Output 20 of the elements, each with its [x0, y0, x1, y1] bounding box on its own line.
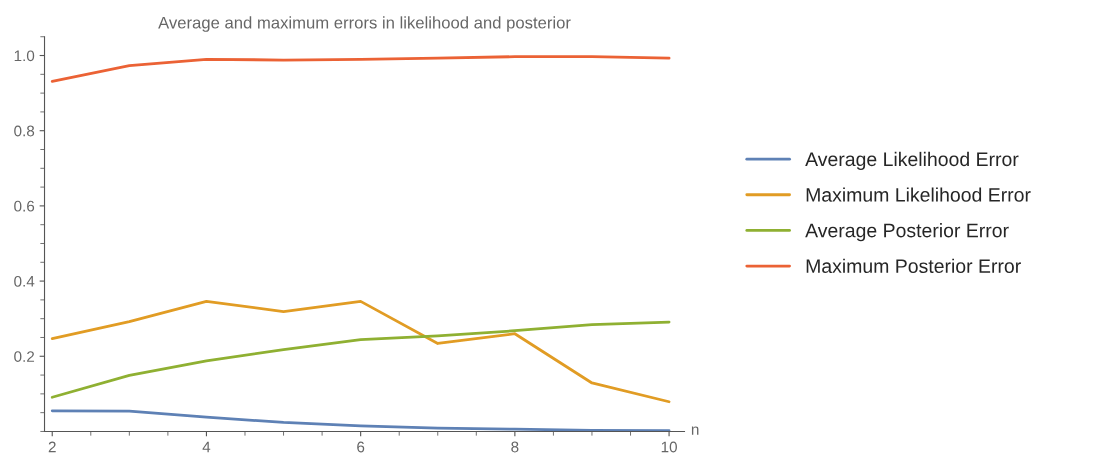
legend-label: Maximum Posterior Error [806, 258, 1021, 274]
x-tick-label: 2 [48, 441, 56, 453]
y-tick-label: 0.6 [14, 200, 35, 212]
line-series [50, 320, 671, 399]
line-series [50, 409, 671, 432]
line-series [50, 299, 671, 404]
legend-label: Average Likelihood Error [805, 151, 1019, 170]
chart-title: Average and maximum errors in likelihood and posterior [158, 16, 571, 32]
x-tick-label: 6 [357, 441, 365, 453]
y-tick-label: 0.2 [14, 351, 35, 362]
line-series [50, 55, 671, 83]
y-tick-label: 0.8 [14, 125, 35, 137]
y-tick-label: 0.4 [14, 275, 35, 287]
x-tick-label: 10 [661, 441, 677, 453]
x-tick-label: 4 [202, 441, 211, 453]
legend-label: Maximum Likelihood Error [806, 187, 1031, 202]
y-tick-label: 1.0 [14, 50, 35, 62]
x-tick-label: 8 [511, 441, 519, 453]
x-axis-title: n [691, 426, 699, 435]
legend-label: Average Posterior Error [805, 223, 1009, 242]
